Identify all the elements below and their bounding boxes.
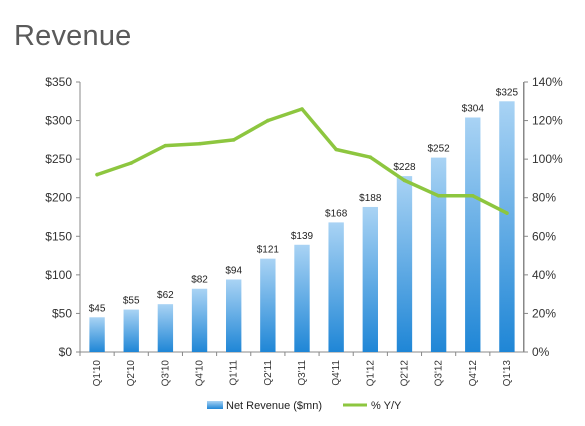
bar-net-revenue: [226, 279, 242, 352]
x-category-label: Q1'13: [502, 360, 513, 387]
x-category-label: Q1'11: [229, 360, 240, 386]
bar-net-revenue: [396, 176, 413, 352]
x-category-label: Q2'12: [399, 360, 410, 387]
x-category-label: Q3'11: [297, 360, 308, 386]
line-point-yoy: [163, 143, 168, 148]
line-point-yoy: [231, 138, 236, 142]
bar-data-label: $168: [325, 208, 348, 219]
legend-label-net-revenue: Net Revenue ($mn): [226, 400, 322, 412]
page-title: Revenue: [14, 20, 132, 52]
bars-layer: [89, 101, 515, 353]
y-right-tick-label: 40%: [532, 268, 556, 282]
y-left-tick-label: $250: [45, 152, 72, 166]
x-category-label: Q1'10: [92, 360, 103, 387]
line-point-yoy: [197, 141, 202, 146]
bar-net-revenue: [294, 244, 310, 352]
bar-net-revenue: [157, 304, 174, 352]
bar-data-label: $325: [496, 87, 519, 98]
bar-data-label: $94: [225, 265, 242, 276]
line-point-yoy: [300, 107, 304, 111]
bar-data-label: $62: [157, 290, 174, 301]
legend-label-yoy: % Y/Y: [371, 400, 402, 412]
x-category-label: Q3'10: [160, 360, 171, 387]
bar-net-revenue: [499, 101, 515, 353]
bar-net-revenue: [430, 157, 447, 352]
bar-data-label: $121: [257, 245, 280, 256]
y-left-tick-label: $350: [45, 75, 72, 89]
bar-net-revenue: [328, 222, 344, 352]
bar-data-label: $55: [123, 296, 140, 307]
bar-net-revenue: [123, 309, 139, 352]
x-category-label: Q4'10: [195, 360, 206, 387]
x-category-label: Q4'11: [331, 360, 342, 386]
bar-data-label: $188: [359, 193, 382, 204]
bar-data-label: $252: [427, 144, 450, 155]
y-left-tick-label: $200: [45, 191, 72, 205]
bar-net-revenue: [362, 206, 378, 352]
x-category-label: Q2'10: [126, 360, 137, 387]
y-right-tick-label: 80%: [532, 191, 556, 205]
bar-data-label: $139: [291, 231, 314, 242]
legend: Net Revenue ($mn) % Y/Y: [207, 400, 402, 412]
line-point-yoy: [334, 147, 338, 152]
x-category-label: Q3'12: [434, 360, 445, 387]
line-point-yoy: [266, 118, 270, 123]
y-left-tick-label: $100: [45, 268, 72, 282]
line-point-yoy: [402, 178, 407, 183]
y-right-tick-label: 100%: [532, 152, 563, 166]
bar-net-revenue: [191, 288, 208, 352]
labels-layer: $45 $55 $62 $82 $94 $121 $139 $168 $188 $228 $252 $…: [89, 87, 519, 314]
bar-net-revenue: [260, 258, 276, 352]
bar-data-label: $45: [89, 303, 106, 314]
bar-data-label: $228: [393, 162, 416, 173]
y-right-tick-label: 60%: [532, 229, 556, 243]
y-right-tick-label: 0%: [532, 345, 550, 359]
bar-net-revenue: [465, 117, 481, 352]
y-left-tick-label: $150: [45, 229, 72, 243]
y-right-tick-label: 20%: [532, 306, 556, 320]
line-point-yoy: [436, 193, 441, 198]
bar-net-revenue: [89, 317, 105, 352]
y-left-tick-label: $300: [45, 114, 72, 128]
bar-data-label: $304: [462, 103, 485, 114]
y-left-tick-label: $0: [59, 345, 73, 359]
y-left-tick-label: $50: [52, 306, 72, 320]
line-point-yoy: [368, 155, 373, 160]
x-category-label: Q4'12: [468, 360, 479, 387]
line-layer: [95, 107, 509, 215]
legend-swatch-net-revenue: [207, 401, 223, 409]
axes-layer: $0 $50 $100 $150 $200 $250 $300 $350 0% 20% 40% 60%…: [45, 75, 563, 386]
line-point-yoy: [470, 193, 475, 198]
y-right-tick-label: 120%: [532, 114, 563, 128]
line-point-yoy: [505, 211, 509, 215]
line-point-yoy: [129, 161, 134, 165]
bar-data-label: $82: [191, 275, 208, 286]
y-right-tick-label: 140%: [532, 75, 563, 89]
x-category-label: Q2'11: [263, 360, 274, 386]
x-category-label: Q1'12: [365, 360, 376, 387]
line-point-yoy: [95, 172, 99, 177]
